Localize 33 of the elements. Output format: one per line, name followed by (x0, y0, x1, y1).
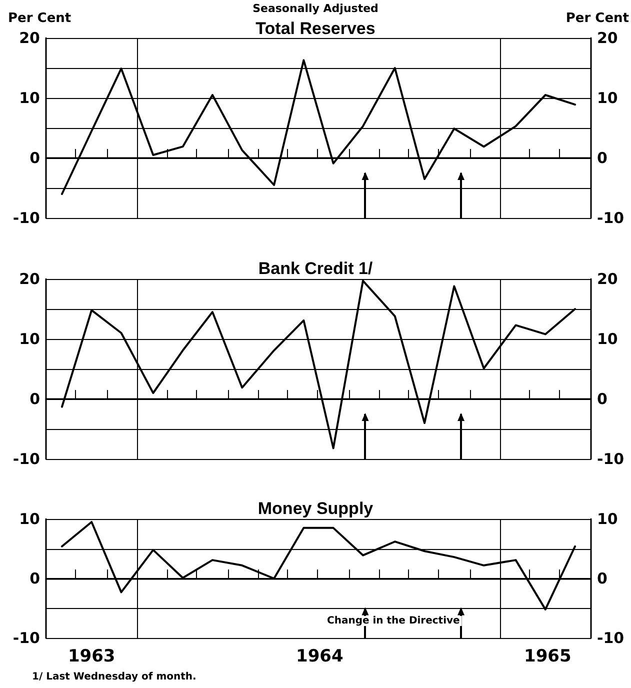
y2-tick-label: 0 (597, 570, 608, 588)
y-tick-label: 0 (30, 390, 40, 408)
annotation: Change in the Directive (327, 616, 460, 626)
x-tick-label: 1964 (296, 646, 344, 666)
y-tick-label: 20 (19, 29, 40, 47)
x-tick-label: 1965 (524, 646, 572, 666)
y2-axis-title: Per Cent (566, 11, 629, 26)
y-tick-label: 10 (19, 510, 40, 528)
text: 1/ Last Wednesday of month. (32, 672, 196, 682)
chart-subtitle: Seasonally Adjusted (252, 2, 378, 15)
y2-tick-label: -10 (597, 450, 624, 468)
y2-tick-label: 20 (597, 270, 618, 288)
y-tick-label: 10 (19, 89, 40, 107)
y-axis-title: Per Cent (8, 11, 72, 26)
y-tick-label: 10 (19, 330, 40, 348)
y-tick-label: 0 (30, 570, 40, 588)
y2-tick-label: 10 (597, 330, 618, 348)
y-tick-label: -10 (12, 629, 40, 647)
y2-tick-label: 10 (597, 89, 618, 107)
y2-tick-label: -10 (597, 209, 624, 227)
y-tick-label: -10 (12, 450, 40, 468)
y2-tick-label: 20 (597, 29, 618, 47)
y-tick-label: -10 (12, 209, 40, 227)
chart-title: Bank Credit 1/ (258, 259, 373, 278)
x-tick-label: 1963 (68, 646, 116, 666)
y-tick-label: 0 (30, 149, 40, 167)
y-tick-label: 20 (19, 270, 40, 288)
y2-tick-label: -10 (597, 629, 624, 647)
y2-tick-label: 0 (597, 390, 608, 408)
chart-title: Money Supply (258, 499, 374, 518)
y2-tick-label: 0 (597, 149, 608, 167)
y2-tick-label: 10 (597, 510, 618, 528)
chart-title: Total Reserves (256, 19, 376, 38)
